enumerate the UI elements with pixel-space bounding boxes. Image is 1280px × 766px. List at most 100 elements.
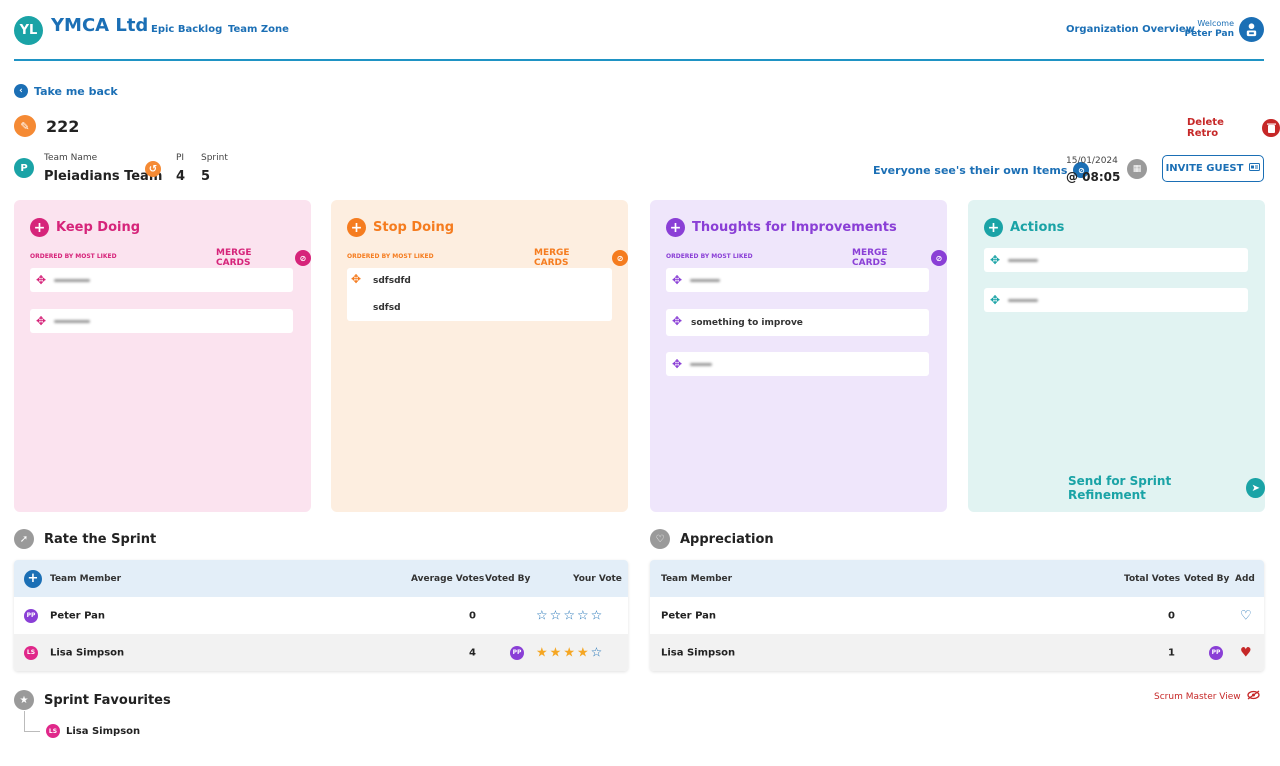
retro-card[interactable]: ✥ — [666, 268, 929, 292]
avatar: PP — [24, 608, 38, 623]
blurred-card-text — [690, 279, 720, 282]
table-row: PP Peter Pan 0 ☆☆☆☆☆ — [14, 597, 628, 634]
scrum-master-view-toggle[interactable]: Scrum Master View — [1154, 690, 1260, 703]
blurred-card-text — [1008, 299, 1038, 302]
table-row: Peter Pan 0 ♡ — [650, 597, 1264, 634]
pi-value: 4 — [176, 169, 186, 184]
action-card[interactable]: ✥ — [984, 288, 1248, 312]
visibility-text: Everyone see's their own Items — [873, 163, 1068, 177]
heart-outline-icon[interactable]: ♡ — [1240, 608, 1252, 623]
thoughts-header[interactable]: + Thoughts for Improvements — [666, 218, 897, 237]
retro-card[interactable]: ✥ sdfsdfd sdfsd — [347, 268, 612, 321]
welcome-block: Welcome Peter Pan — [1184, 19, 1234, 39]
switch-team-icon[interactable]: ↺ — [145, 161, 161, 177]
retro-card[interactable]: ✥ — [30, 309, 293, 333]
org-logo-badge[interactable]: YL — [14, 16, 43, 45]
id-card-icon — [1249, 163, 1261, 174]
drag-handle-icon[interactable]: ✥ — [351, 272, 362, 286]
keep-doing-column: + Keep Doing ORDERED BY MOST LIKED MERGE… — [14, 200, 311, 512]
invite-guest-button[interactable]: INVITE GUEST — [1162, 155, 1264, 182]
drag-handle-icon[interactable]: ✥ — [36, 314, 47, 328]
star-icon[interactable]: ☆ — [536, 608, 550, 623]
blurred-card-text — [54, 320, 90, 323]
pi-label: PI — [176, 153, 185, 163]
stop-doing-header[interactable]: + Stop Doing — [347, 218, 454, 237]
rocket-icon: ➚ — [14, 529, 34, 549]
drag-handle-icon[interactable]: ✥ — [990, 253, 1001, 267]
add-card-icon[interactable]: + — [30, 218, 49, 237]
add-card-icon[interactable]: + — [347, 218, 366, 237]
star-icon[interactable]: ☆ — [590, 645, 605, 660]
header-divider — [14, 59, 1264, 61]
star-icon[interactable]: ☆ — [590, 608, 605, 623]
team-name-label: Team Name — [44, 153, 98, 163]
keep-doing-header[interactable]: + Keep Doing — [30, 218, 140, 237]
retro-date: 15/01/2024 — [1066, 156, 1118, 166]
sprint-favourites-header: ★ Sprint Favourites — [14, 690, 171, 710]
member-name: Lisa Simpson — [661, 647, 736, 658]
retro-card[interactable]: ✥ — [30, 268, 293, 292]
user-avatar-icon[interactable] — [1239, 17, 1264, 42]
retro-card[interactable]: ✥ — [666, 352, 929, 376]
blurred-card-text — [1008, 259, 1038, 262]
add-member-icon[interactable]: + — [24, 569, 42, 588]
chevron-left-icon: ‹ — [14, 84, 28, 98]
avatar: LS — [46, 724, 60, 738]
star-icon[interactable]: ★ — [536, 645, 550, 660]
star-icon[interactable]: ★ — [549, 645, 564, 660]
table-header-row: + Team Member Average Votes Voted By You… — [14, 560, 628, 597]
merge-cards-button[interactable]: MERGE CARDS ⊘ — [852, 248, 947, 268]
visibility-toggle[interactable]: Everyone see's their own Items ⊘ — [873, 162, 1090, 178]
action-card[interactable]: ✥ — [984, 248, 1248, 272]
keep-doing-title: Keep Doing — [56, 220, 141, 235]
star-icon[interactable]: ☆ — [563, 608, 577, 623]
drag-handle-icon[interactable]: ✥ — [672, 314, 683, 328]
retro-title-row: ✎ 222 — [14, 115, 79, 137]
nav-organization-overview[interactable]: Organization Overview — [1066, 24, 1195, 35]
edit-icon[interactable]: ✎ — [14, 115, 36, 137]
calendar-icon[interactable]: ▦ — [1127, 159, 1147, 179]
retro-card[interactable]: ✥ something to improve — [666, 309, 929, 336]
table-row: Lisa Simpson 1 PP ♥ — [650, 634, 1264, 671]
star-icon[interactable]: ☆ — [576, 608, 591, 623]
average-votes: 0 — [469, 610, 476, 621]
nav-epic-backlog[interactable]: Epic Backlog — [151, 24, 223, 35]
nav-team-zone[interactable]: Team Zone — [228, 24, 289, 35]
trash-icon — [1262, 119, 1280, 137]
eye-slash-icon: ⊘ — [1073, 162, 1090, 178]
star-icon[interactable]: ★ — [563, 645, 577, 660]
average-votes: 4 — [469, 647, 476, 658]
star-rating[interactable]: ☆☆☆☆☆ — [536, 608, 604, 623]
table-row: LS Lisa Simpson 4 PP ★★★★☆ — [14, 634, 628, 671]
add-card-icon[interactable]: + — [666, 218, 685, 237]
delete-retro-label: Delete Retro — [1187, 117, 1224, 139]
eye-slash-icon — [1247, 690, 1260, 703]
col-team-member: Team Member — [50, 573, 122, 584]
invite-guest-label: INVITE GUEST — [1165, 163, 1244, 174]
drag-handle-icon[interactable]: ✥ — [36, 273, 47, 287]
delete-retro-button[interactable]: Delete Retro — [1187, 117, 1280, 139]
merge-cards-button[interactable]: MERGE CARDS ⊘ — [534, 248, 628, 268]
star-icon[interactable]: ★ — [576, 645, 591, 660]
org-name[interactable]: YMCA Ltd — [51, 15, 149, 36]
merge-cards-label: MERGE CARDS — [216, 248, 252, 268]
add-card-icon[interactable]: + — [984, 218, 1003, 237]
drag-handle-icon[interactable]: ✥ — [672, 357, 683, 371]
merge-cards-button[interactable]: MERGE CARDS ⊘ — [216, 248, 311, 268]
welcome-label: Welcome — [1197, 19, 1234, 28]
back-link-label: Take me back — [34, 84, 118, 98]
stop-doing-title: Stop Doing — [373, 220, 455, 235]
actions-header[interactable]: + Actions — [984, 218, 1064, 237]
drag-handle-icon[interactable]: ✥ — [672, 273, 683, 287]
star-icon[interactable]: ☆ — [549, 608, 564, 623]
ordered-label: ORDERED BY MOST LIKED — [347, 253, 434, 260]
top-header: YL YMCA Ltd Epic Backlog Team Zone Organ… — [0, 0, 1280, 62]
take-me-back-link[interactable]: ‹ Take me back — [14, 84, 118, 98]
drag-handle-icon[interactable]: ✥ — [990, 293, 1001, 307]
star-rating[interactable]: ★★★★☆ — [536, 645, 604, 660]
star-icon: ★ — [14, 690, 34, 710]
heart-filled-icon[interactable]: ♥ — [1240, 645, 1252, 660]
send-for-refinement-button[interactable]: Send for Sprint Refinement ➤ — [1068, 474, 1265, 502]
voter-avatar: PP — [510, 645, 524, 660]
sprint-value: 5 — [201, 169, 211, 184]
